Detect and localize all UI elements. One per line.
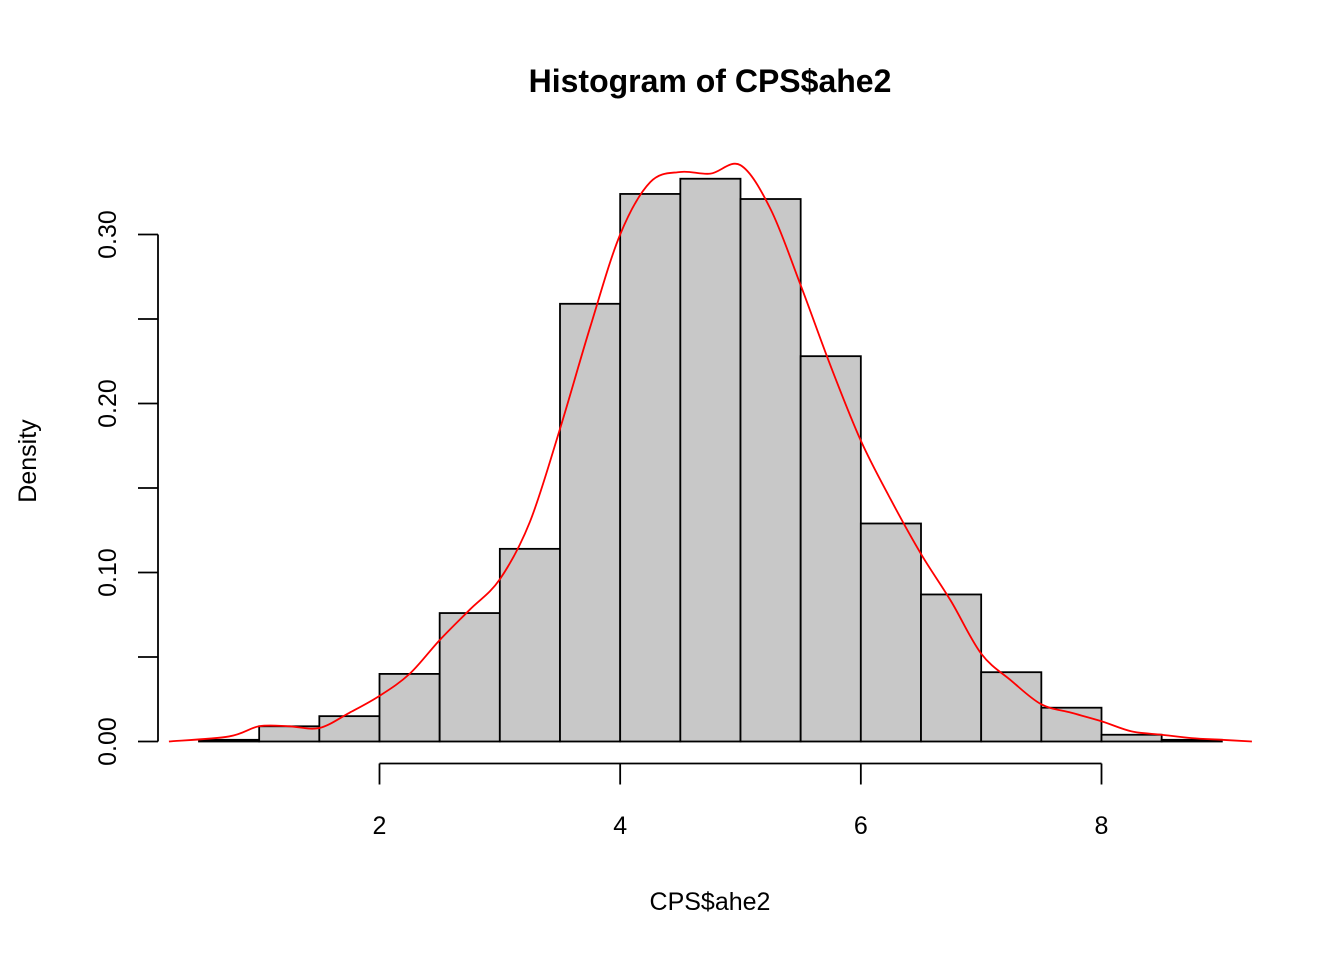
- x-axis-label: CPS$ahe2: [650, 888, 771, 916]
- y-tick-label: 0.10: [94, 548, 122, 597]
- histogram-bar: [559, 302, 622, 743]
- y-tick-label: 0.20: [94, 379, 122, 428]
- histogram-bar: [198, 738, 261, 743]
- y-axis-label: Density: [14, 419, 42, 503]
- histogram-bar: [859, 522, 922, 743]
- x-axis: 2 4 6 8: [373, 762, 1109, 840]
- chart-title: Histogram of CPS$ahe2: [529, 63, 892, 99]
- histogram-bar: [980, 671, 1043, 743]
- histogram-bar: [619, 193, 682, 743]
- histogram-bar: [679, 177, 742, 743]
- histogram-bar: [739, 198, 802, 743]
- x-tick-label: 4: [613, 812, 627, 840]
- x-tick-label: 8: [1095, 812, 1109, 840]
- y-tick-label: 0.30: [94, 210, 122, 259]
- histogram-bar: [920, 593, 983, 743]
- y-axis: 0.00 0.10 0.20 0.30: [94, 210, 159, 766]
- histogram-bar: [438, 612, 501, 743]
- histogram-bar: [378, 673, 441, 743]
- histogram-bar: [318, 715, 381, 743]
- histogram-bar: [799, 355, 862, 743]
- histogram-bar: [1100, 733, 1163, 743]
- x-tick-label: 2: [373, 812, 387, 840]
- y-tick-label: 0.00: [94, 717, 122, 766]
- density-curve: [168, 162, 1252, 743]
- histogram-bar: [498, 547, 561, 743]
- histogram-bars: [198, 177, 1223, 743]
- x-tick-label: 6: [854, 812, 868, 840]
